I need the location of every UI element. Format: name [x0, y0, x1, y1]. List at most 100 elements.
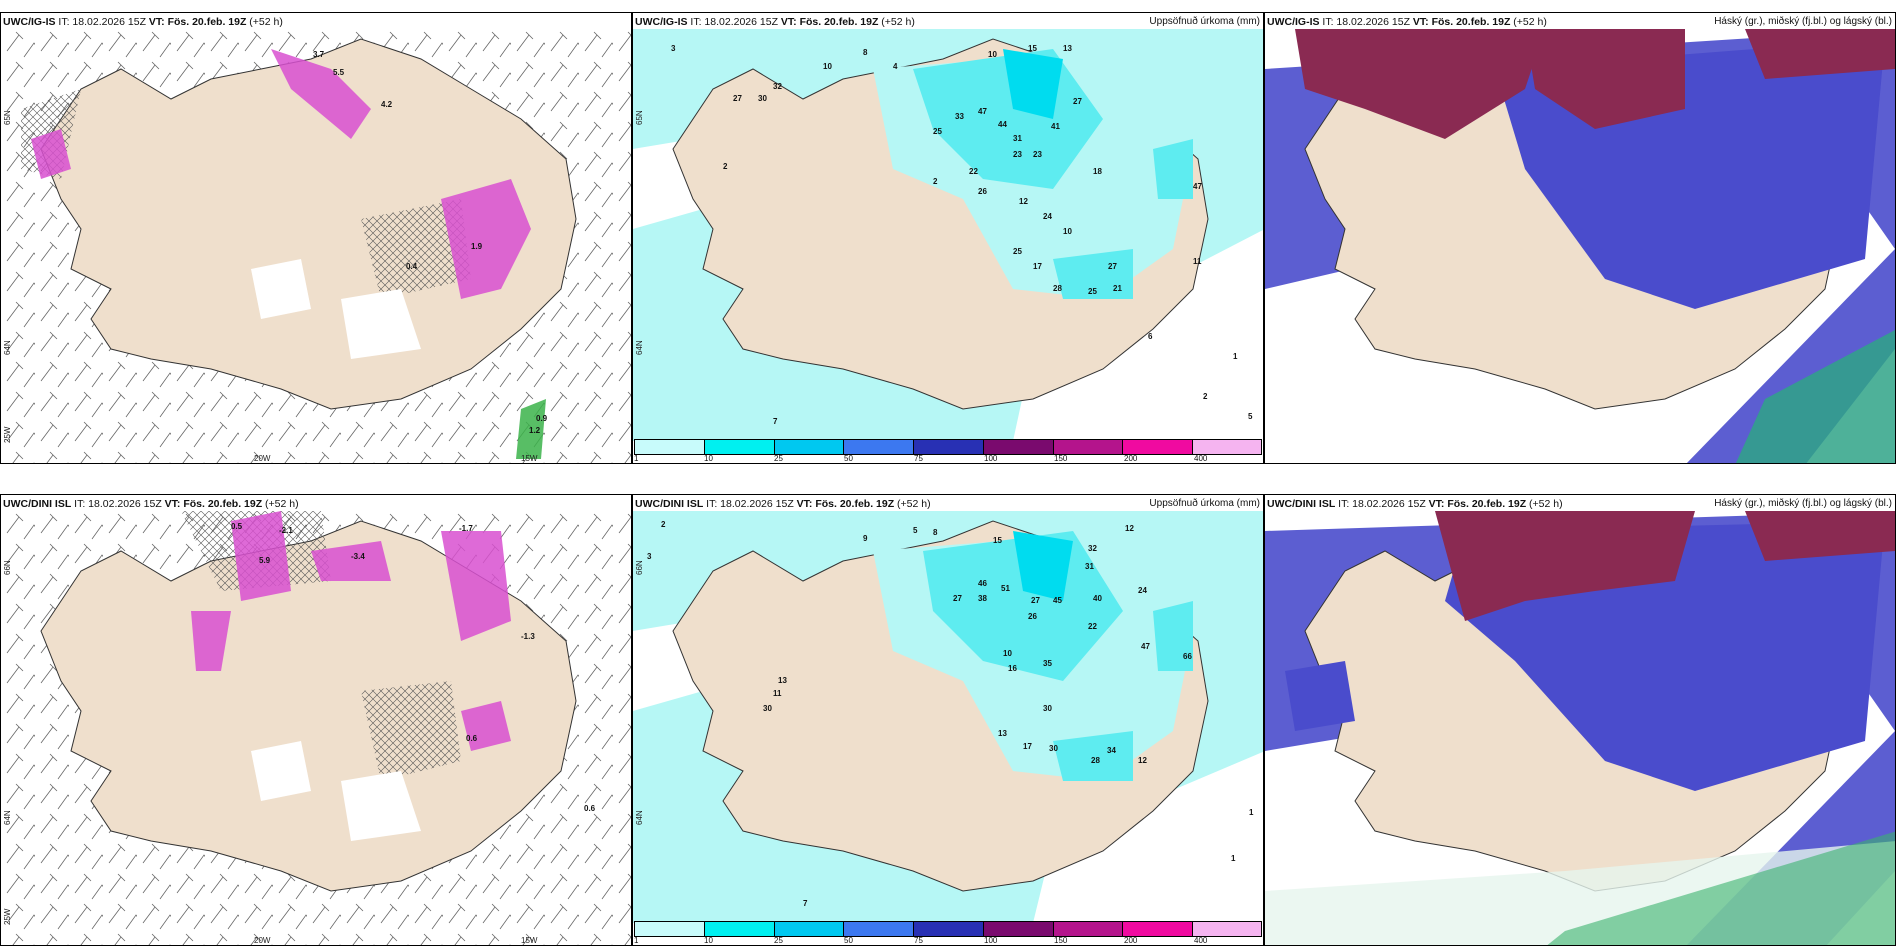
- precip-value: 26: [978, 187, 987, 196]
- precip-value: 27: [1031, 596, 1040, 605]
- precip-value: 40: [1093, 594, 1102, 603]
- precip-value: 46: [978, 579, 987, 588]
- precip-value: 4: [893, 62, 898, 71]
- panel-title: UWC/IG-IS IT: 18.02.2026 15Z VT: Fös. 20…: [635, 16, 915, 28]
- precip-value: 7: [803, 899, 808, 908]
- precip-value: 23: [1013, 150, 1022, 159]
- panel-top-right: UWC/IG-IS IT: 18.02.2026 15Z VT: Fös. 20…: [1264, 12, 1896, 464]
- precip-value: 26: [1028, 612, 1037, 621]
- panel-bot-mid: UWC/DINI ISL IT: 18.02.2026 15Z VT: Fös.…: [632, 494, 1264, 946]
- precip-value: 11: [773, 689, 782, 698]
- lat-label: 66N: [3, 560, 12, 575]
- precip-value: 10: [1003, 649, 1012, 658]
- precip-value: 5: [1248, 412, 1253, 421]
- panel-bot-right: UWC/DINI ISL IT: 18.02.2026 15Z VT: Fös.…: [1264, 494, 1896, 946]
- precip-value: 16: [1008, 664, 1017, 673]
- wind-label: 0.5: [231, 522, 243, 531]
- panel-subtitle: Háský (gr.), miðský (fj.bl.) og lágský (…: [1714, 498, 1892, 509]
- wind-label: 0.6: [584, 804, 596, 813]
- precip-value: 31: [1013, 134, 1022, 143]
- precip-legend: [634, 439, 1262, 455]
- panel-title: UWC/DINI ISL IT: 18.02.2026 15Z VT: Fös.…: [1267, 498, 1563, 510]
- precip-value: 34: [1107, 746, 1116, 755]
- cloud-map: [1265, 29, 1895, 463]
- precip-value: 30: [1049, 744, 1058, 753]
- precip-value: 8: [933, 528, 938, 537]
- precip-value: 10: [988, 50, 997, 59]
- precip-value: 23: [1033, 150, 1042, 159]
- precip-value: 27: [953, 594, 962, 603]
- precip-value: 2: [723, 162, 728, 171]
- wind-label: 1.2: [529, 426, 541, 435]
- precip-value: 28: [1053, 284, 1062, 293]
- precip-value: 25: [1013, 247, 1022, 256]
- precip-value: 12: [1019, 197, 1028, 206]
- precip-value: 25: [933, 127, 942, 136]
- wind-map: 3.7 5.5 4.2 1.9 0.4 0.9 1.2: [1, 29, 631, 463]
- precip-value: 25: [1088, 287, 1097, 296]
- wind-label: -1.7: [459, 524, 473, 533]
- lon-label: 15W: [521, 936, 538, 945]
- wind-label: 4.2: [381, 100, 393, 109]
- precip-value: 13: [1063, 44, 1072, 53]
- lat-label: 25W: [3, 908, 12, 925]
- precip-value: 32: [1088, 544, 1097, 553]
- lat-label: 64N: [3, 340, 12, 355]
- lon-label: 15W: [521, 454, 538, 463]
- panel-subtitle: Háský (gr.), miðský (fj.bl.) og lágský (…: [1714, 16, 1892, 27]
- precip-value: 3: [647, 552, 652, 561]
- panel-top-left: UWC/IG-IS IT: 18.02.2026 15Z VT: Fös. 20…: [0, 12, 632, 464]
- precip-value: 10: [823, 62, 832, 71]
- precip-value: 17: [1023, 742, 1032, 751]
- panel-bot-left: UWC/DINI ISL IT: 18.02.2026 15Z VT: Fös.…: [0, 494, 632, 946]
- precip-value: 22: [1088, 622, 1097, 631]
- wind-label: 0.9: [536, 414, 548, 423]
- precip-value: 28: [1091, 756, 1100, 765]
- precip-value: 12: [1125, 524, 1134, 533]
- precip-value: 31: [1085, 562, 1094, 571]
- precip-value: 45: [1053, 596, 1062, 605]
- precip-value: 66: [1183, 652, 1192, 661]
- precip-value: 6: [1148, 332, 1153, 341]
- precip-value: 27: [1073, 97, 1082, 106]
- precip-map: 2 3 9 5 8 15 12 32 31 27 38 46 51 26 27 …: [633, 511, 1263, 923]
- precip-value: 27: [733, 94, 742, 103]
- precip-value: 21: [1113, 284, 1122, 293]
- lat-label: 64N: [3, 810, 12, 825]
- precip-value: 30: [758, 94, 767, 103]
- precip-value: 12: [1138, 756, 1147, 765]
- precip-value: 13: [778, 676, 787, 685]
- panel-title: UWC/DINI ISL IT: 18.02.2026 15Z VT: Fös.…: [3, 498, 299, 510]
- precip-value: 7: [773, 417, 778, 426]
- precip-value: 2: [933, 177, 938, 186]
- precip-value: 27: [1108, 262, 1117, 271]
- precip-value: 33: [955, 112, 964, 121]
- precip-value: 22: [969, 167, 978, 176]
- precip-legend: [634, 921, 1262, 937]
- lat-label: 25W: [3, 426, 12, 443]
- precip-value: 1: [1231, 854, 1236, 863]
- precip-value: 10: [1063, 227, 1072, 236]
- precip-value: 15: [993, 536, 1002, 545]
- wind-label: 0.6: [466, 734, 478, 743]
- precip-value: 38: [978, 594, 987, 603]
- precip-value: 17: [1033, 262, 1042, 271]
- lon-label: 20W: [254, 936, 271, 945]
- precip-value: 32: [773, 82, 782, 91]
- precip-value: 47: [978, 107, 987, 116]
- precip-value: 24: [1043, 212, 1052, 221]
- precip-value: 15: [1028, 44, 1037, 53]
- lat-label: 64N: [635, 340, 644, 355]
- precip-value: 8: [863, 48, 868, 57]
- wind-label: -3.4: [351, 552, 365, 561]
- precip-value: 2: [1203, 392, 1208, 401]
- precip-value: 2: [661, 520, 666, 529]
- wind-label: 5.9: [259, 556, 271, 565]
- cloud-map: [1265, 511, 1895, 945]
- panel-subtitle: Uppsöfnuð úrkoma (mm): [1149, 16, 1260, 27]
- wind-label: -2.1: [279, 526, 293, 535]
- wind-label: 5.5: [333, 68, 345, 77]
- panel-title: UWC/DINI ISL IT: 18.02.2026 15Z VT: Fös.…: [635, 498, 931, 510]
- wind-label: 3.7: [313, 50, 325, 59]
- precip-value: 47: [1141, 642, 1150, 651]
